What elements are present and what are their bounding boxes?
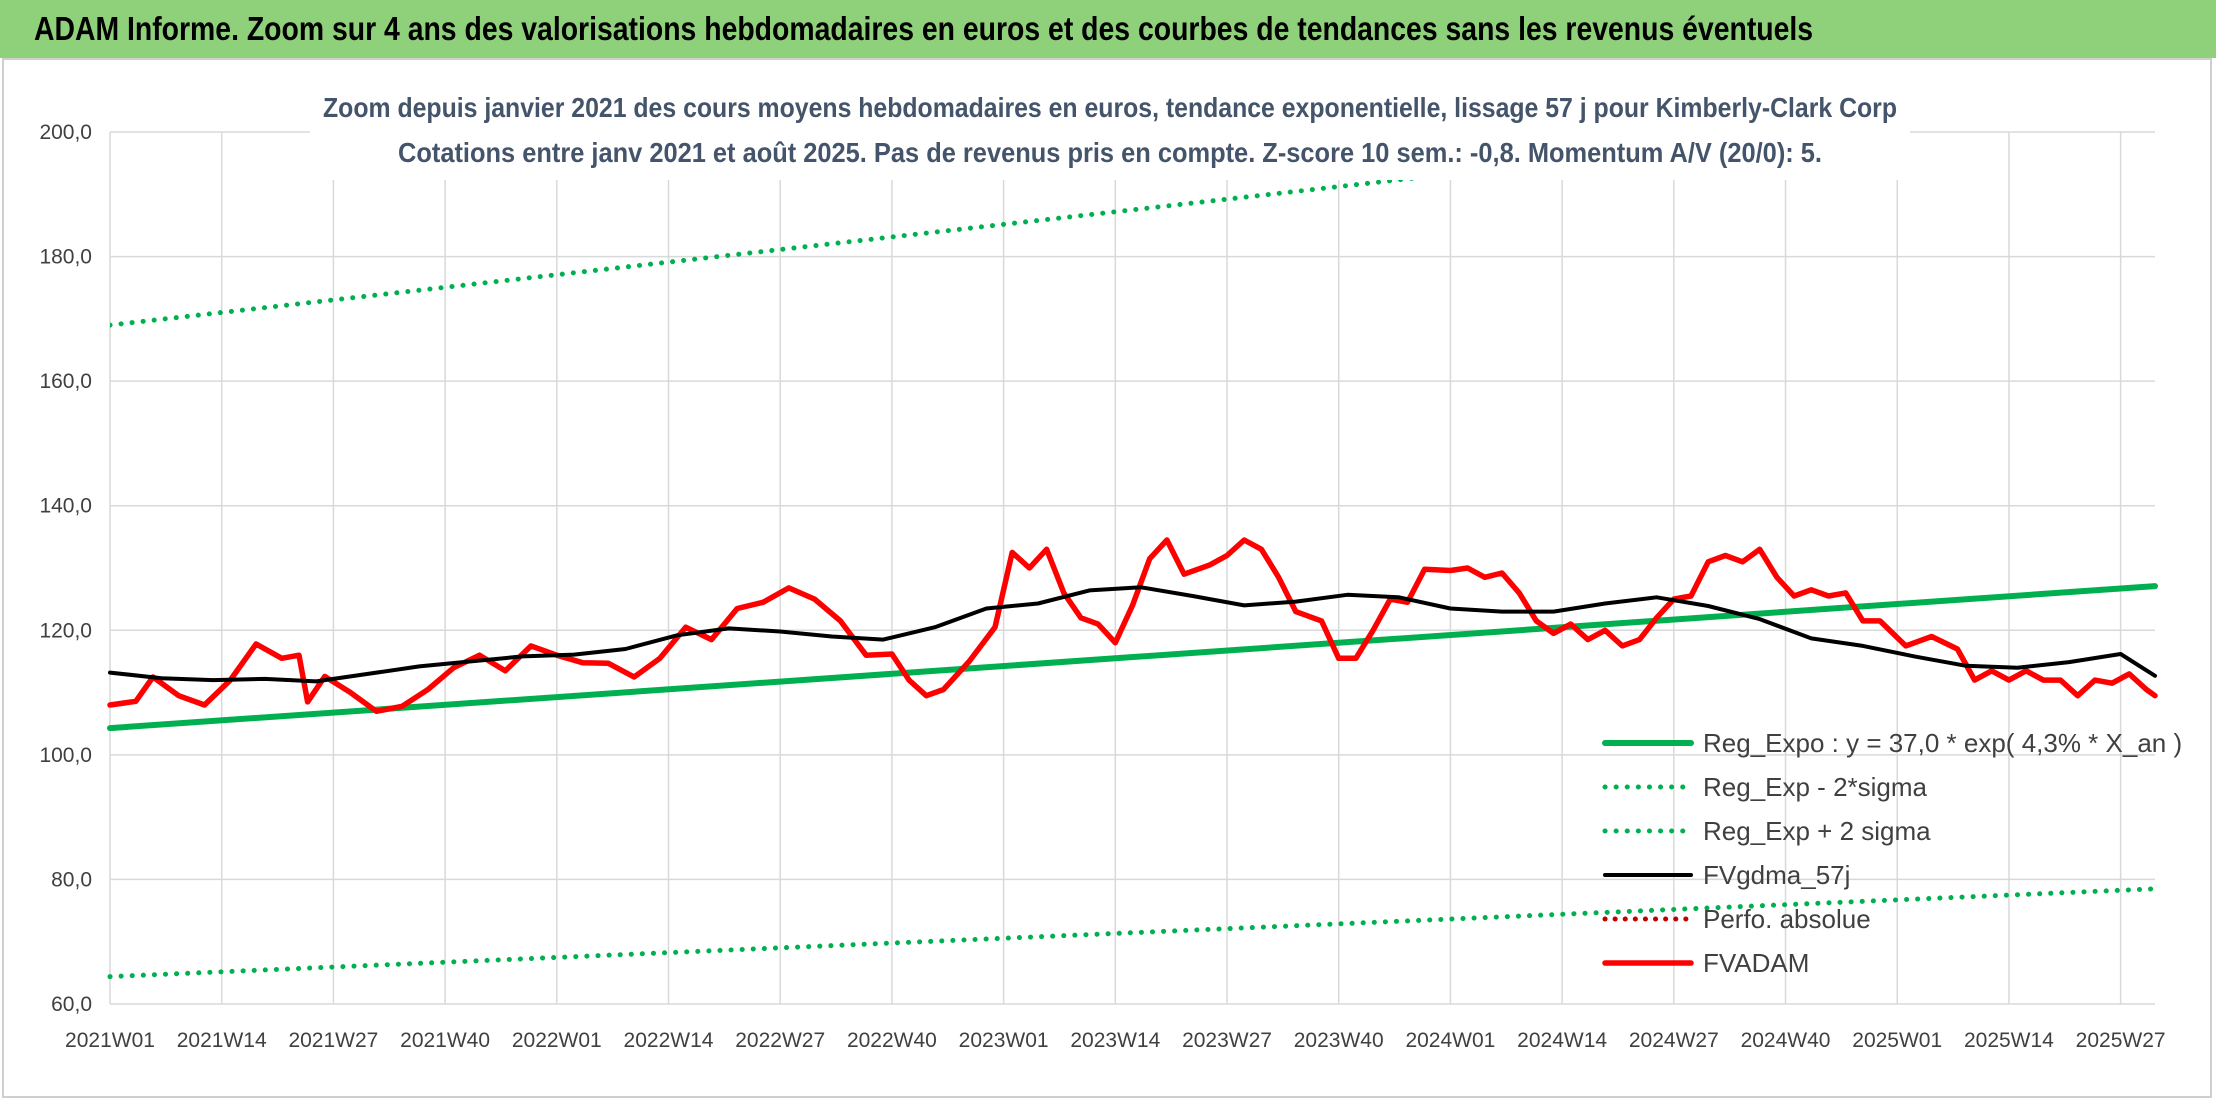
x-tick-label: 2024W40 bbox=[1741, 1029, 1831, 1052]
x-tick-label: 2023W01 bbox=[959, 1029, 1049, 1052]
y-tick-label: 60,0 bbox=[51, 993, 92, 1016]
report-banner: ADAM Informe. Zoom sur 4 ans des valoris… bbox=[0, 0, 2216, 58]
legend-box bbox=[1595, 718, 2155, 988]
x-tick-label: 2025W27 bbox=[2076, 1029, 2166, 1052]
y-tick-label: 140,0 bbox=[39, 495, 92, 518]
y-tick-label: 120,0 bbox=[39, 619, 92, 642]
y-tick-label: 100,0 bbox=[39, 744, 92, 767]
legend-label: FVgdma_57j bbox=[1703, 860, 1850, 890]
x-tick-label: 2021W40 bbox=[400, 1029, 490, 1052]
x-tick-label: 2022W14 bbox=[624, 1029, 714, 1052]
x-tick-label: 2022W01 bbox=[512, 1029, 602, 1052]
series-line-5 bbox=[107, 537, 2158, 715]
x-tick-label: 2021W27 bbox=[288, 1029, 378, 1052]
chart-frame bbox=[2, 58, 2212, 1098]
y-tick-label: 200,0 bbox=[39, 121, 92, 144]
grid bbox=[109, 131, 2155, 1005]
x-tick-label: 2025W01 bbox=[1852, 1029, 1942, 1052]
x-tick-label: 2023W14 bbox=[1070, 1029, 1160, 1052]
x-tick-label: 2023W40 bbox=[1294, 1029, 1384, 1052]
series-line-3 bbox=[108, 585, 2157, 684]
legend-label: Reg_Exp + 2 sigma bbox=[1703, 816, 1931, 846]
x-axis-ticks: 2021W01 2021W14 2021W27 2021W40 2022W01 2022W… bbox=[65, 1029, 2166, 1052]
legend-label: Reg_Expo : y = 37,0 * exp( 4,3% * X_an ) bbox=[1703, 728, 2182, 758]
title-backdrop bbox=[310, 84, 1910, 180]
y-tick-label: 80,0 bbox=[51, 868, 92, 891]
series-line-1 bbox=[107, 886, 2158, 980]
legend-label: Reg_Exp - 2*sigma bbox=[1703, 772, 1928, 802]
x-tick-label: 2021W14 bbox=[177, 1029, 267, 1052]
x-tick-label: 2024W27 bbox=[1629, 1029, 1719, 1052]
x-tick-label: 2023W27 bbox=[1182, 1029, 1272, 1052]
y-axis-ticks: 60,0 80,0 100,0 120,0 140,0 160,0 180,0 200,0 bbox=[39, 121, 92, 1016]
report-title: ADAM Informe. Zoom sur 4 ans des valoris… bbox=[34, 10, 1814, 47]
legend-label: FVADAM bbox=[1703, 948, 1809, 978]
legend: Reg_Expo : y = 37,0 * exp( 4,3% * X_an )… bbox=[1595, 718, 2182, 988]
chart-title-line-2: Cotations entre janv 2021 et août 2025. … bbox=[398, 137, 1822, 168]
x-tick-label: 2025W14 bbox=[1964, 1029, 2054, 1052]
series-line-0 bbox=[107, 583, 2158, 732]
x-tick-label: 2024W01 bbox=[1405, 1029, 1495, 1052]
series-lines bbox=[107, 132, 2158, 980]
legend-label: Perfo. absolue bbox=[1703, 904, 1871, 934]
y-tick-label: 180,0 bbox=[39, 246, 92, 269]
series-line-2 bbox=[110, 132, 1846, 328]
y-tick-label: 160,0 bbox=[39, 370, 92, 393]
x-tick-label: 2022W27 bbox=[735, 1029, 825, 1052]
chart-title-line-1: Zoom depuis janvier 2021 des cours moyen… bbox=[323, 92, 1897, 123]
x-tick-label: 2021W01 bbox=[65, 1029, 155, 1052]
x-tick-label: 2022W40 bbox=[847, 1029, 937, 1052]
x-tick-label: 2024W14 bbox=[1517, 1029, 1607, 1052]
